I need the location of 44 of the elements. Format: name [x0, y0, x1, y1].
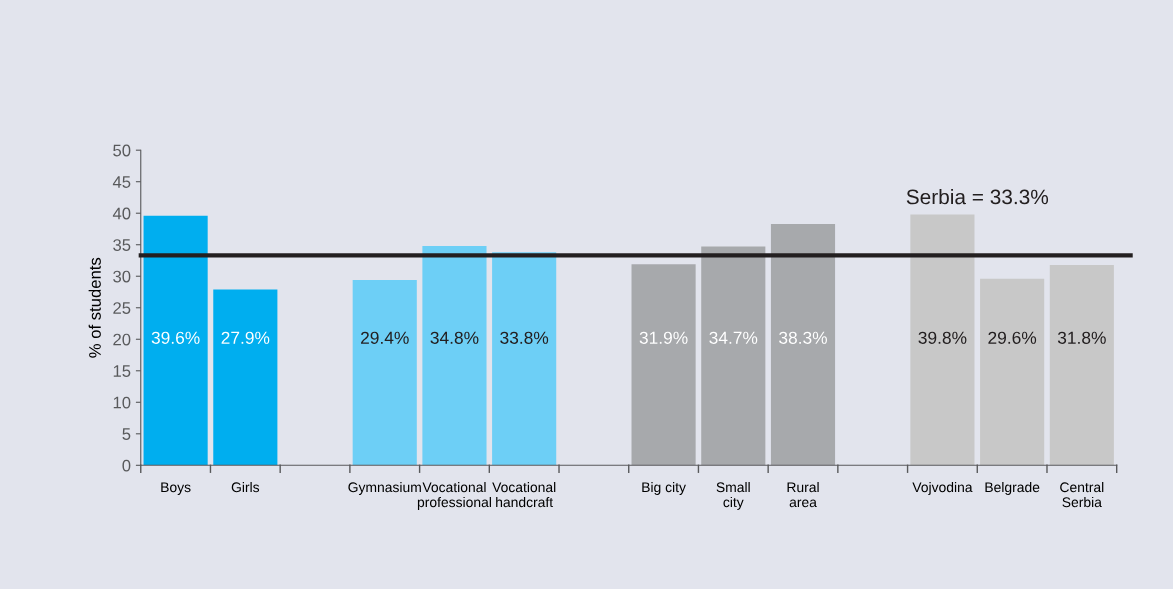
data-label: 39.6% [151, 331, 200, 344]
bar [352, 280, 417, 466]
y-tick-label: 40 [112, 207, 131, 220]
bar [701, 246, 766, 466]
x-tick-label: Big city [642, 481, 686, 495]
bar [213, 289, 278, 466]
y-tick-label: 10 [113, 396, 131, 409]
x-tick-label: Central Serbia [1060, 481, 1104, 508]
x-tick-label: Boys [161, 482, 191, 495]
data-label: 39.8% [918, 331, 967, 344]
y-axis-title: % of students [88, 257, 101, 358]
x-tick-label: Rural area [787, 481, 819, 508]
x-tick-label: Vocational handcraft [492, 481, 556, 508]
x-tick-label: Vojvodina [912, 481, 973, 495]
data-label: 34.7% [709, 331, 758, 344]
bar [770, 223, 836, 466]
x-tick-label: Small city [716, 481, 750, 510]
y-tick-label: 20 [113, 333, 131, 346]
data-label: 29.6% [988, 331, 1037, 344]
bar [910, 214, 975, 466]
bar [631, 264, 696, 466]
y-tick-label: 45 [112, 176, 131, 188]
y-tick-label: 15 [113, 365, 131, 377]
data-label: 29.4% [361, 331, 409, 344]
y-tick-label: 35 [113, 239, 131, 251]
data-label: 27.9% [221, 331, 270, 344]
data-label: 34.8% [430, 331, 479, 344]
y-tick-label: 50 [113, 144, 131, 157]
data-label: 33.8% [500, 331, 549, 344]
data-label: 31.8% [1057, 331, 1106, 344]
y-tick-label: 30 [113, 270, 131, 283]
bar [422, 245, 487, 466]
y-tick-label: 0 [122, 459, 131, 472]
x-tick-label: Girls [231, 481, 260, 493]
bar [492, 252, 557, 466]
y-tick-label: 25 [113, 302, 131, 314]
ref-line-label: Serbia = 33.3% [906, 189, 1049, 205]
bar [143, 215, 208, 466]
data-label: 38.3% [779, 331, 827, 344]
bar [980, 278, 1045, 466]
x-tick-label: Belgrade [985, 481, 1040, 495]
y-tick-label: 5 [122, 428, 131, 440]
bar [1049, 264, 1114, 466]
data-label: 31.9% [639, 331, 688, 344]
